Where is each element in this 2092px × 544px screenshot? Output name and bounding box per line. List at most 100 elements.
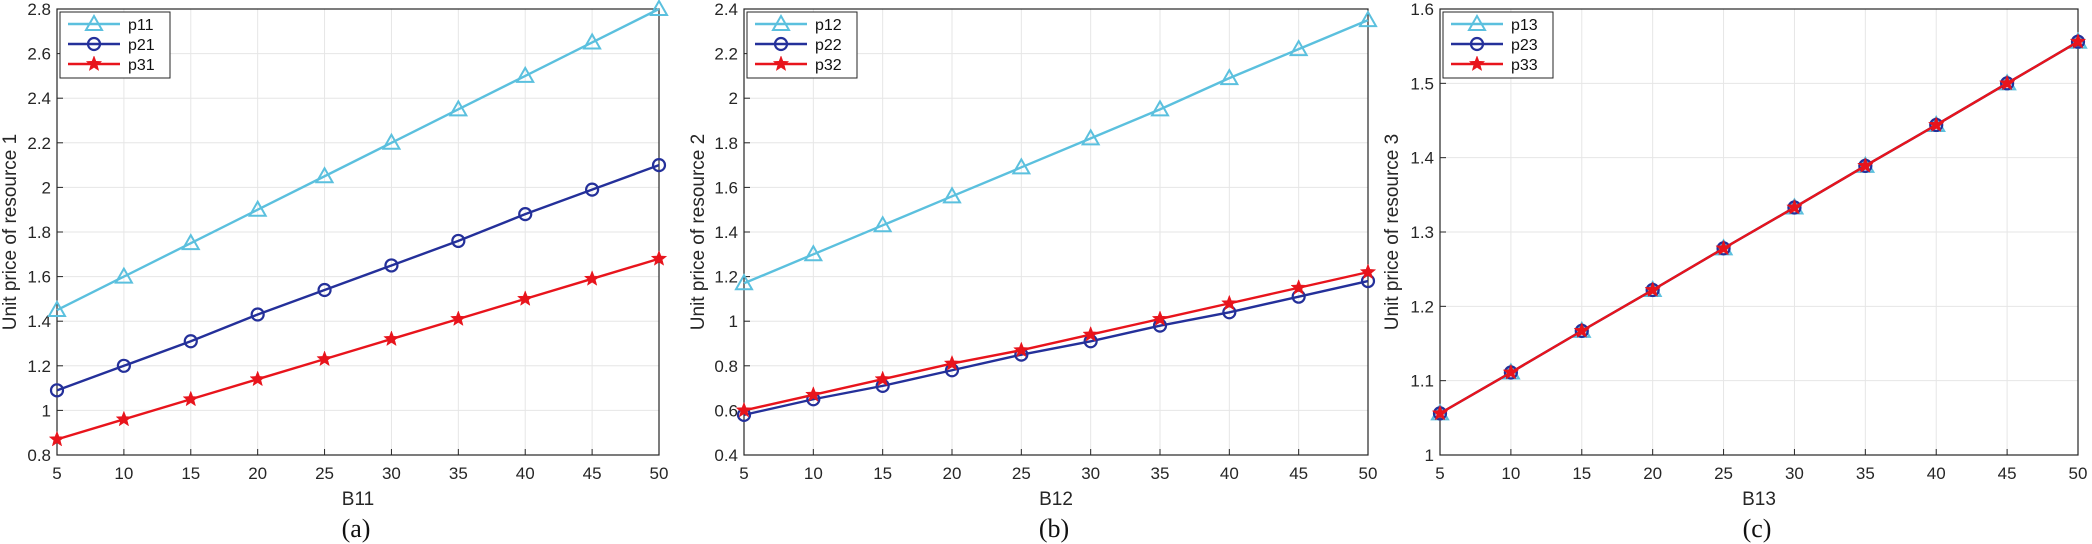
data-point-p32 xyxy=(943,354,961,371)
data-point-p12 xyxy=(942,186,962,204)
data-point-p31 xyxy=(182,390,200,407)
series-p33 xyxy=(1431,33,2087,421)
y-tick-label: 1 xyxy=(729,312,738,331)
data-point-p21 xyxy=(518,207,533,222)
y-axis-label: Unit price of resource 1 xyxy=(0,134,21,330)
data-point-p33 xyxy=(1927,116,1945,132)
x-tick-label: 10 xyxy=(1501,464,1520,483)
panel-caption: (a) xyxy=(342,514,371,543)
series-p11 xyxy=(47,0,669,318)
data-point-p31 xyxy=(316,350,333,367)
series-line-p21 xyxy=(56,163,660,392)
x-tick-label: 45 xyxy=(1289,464,1308,483)
series-p12 xyxy=(734,10,1378,291)
legend-label: p22 xyxy=(815,37,842,54)
legend-marker-p31 xyxy=(85,55,103,72)
series-line-p12 xyxy=(743,19,1369,285)
legend-label: p31 xyxy=(128,57,155,74)
x-tick-label: 30 xyxy=(1785,464,1804,483)
data-point-p11 xyxy=(314,166,335,184)
data-point-p33 xyxy=(1644,281,1661,298)
y-tick-label: 1.8 xyxy=(27,223,51,242)
y-axis-label: Unit price of resource 3 xyxy=(1382,134,1403,330)
panel-caption: (b) xyxy=(1039,514,1069,543)
series-line-p31 xyxy=(56,257,660,441)
x-tick-label: 30 xyxy=(382,464,401,483)
legend-label: p33 xyxy=(1511,57,1538,74)
x-tick-label: 40 xyxy=(1220,464,1239,483)
legend-marker-p21 xyxy=(86,36,102,52)
data-point-p32 xyxy=(1290,279,1307,295)
data-point-p12 xyxy=(1219,68,1240,86)
data-point-p21 xyxy=(651,158,667,173)
data-point-p33 xyxy=(1998,74,2016,91)
data-point-p32 xyxy=(735,401,753,418)
legend: p13 p23 p33 xyxy=(1442,11,1554,79)
y-tick-label: 2.4 xyxy=(27,89,51,108)
y-tick-label: 0.6 xyxy=(714,401,738,420)
data-point-p32 xyxy=(874,370,891,387)
y-tick-label: 1.2 xyxy=(27,357,51,376)
y-tick-label: 0.8 xyxy=(27,446,51,465)
x-tick-label: 50 xyxy=(1359,464,1378,483)
x-tick-label: 35 xyxy=(1856,464,1875,483)
y-tick-label: 1.4 xyxy=(27,312,51,331)
legend-marker-p23 xyxy=(1469,36,1485,52)
y-tick-label: 1.8 xyxy=(714,134,738,153)
data-point-p11 xyxy=(649,0,669,16)
y-tick-label: 2 xyxy=(729,89,738,108)
legend-label: p13 xyxy=(1511,17,1538,34)
x-tick-label: 30 xyxy=(1081,464,1100,483)
data-point-p33 xyxy=(1573,322,1591,338)
data-point-p11 xyxy=(515,65,535,83)
data-point-p21 xyxy=(451,233,466,249)
legend-marker-p22 xyxy=(773,36,789,52)
data-point-p32 xyxy=(805,386,822,402)
data-point-p21 xyxy=(250,307,265,322)
x-tick-label: 20 xyxy=(1643,464,1662,483)
legend-marker-p12 xyxy=(771,13,791,31)
data-point-p31 xyxy=(583,270,601,286)
legend: p11 p21 p31 xyxy=(59,11,171,79)
x-tick-label: 10 xyxy=(114,464,133,483)
data-point-p33 xyxy=(2069,33,2087,49)
data-point-p11 xyxy=(181,233,201,251)
data-point-p12 xyxy=(872,215,893,233)
x-tick-label: 5 xyxy=(739,464,748,483)
data-point-p33 xyxy=(1502,363,1520,380)
series-p32 xyxy=(735,263,1377,418)
data-point-p31 xyxy=(450,310,467,327)
data-point-p21 xyxy=(317,282,332,298)
data-point-p21 xyxy=(116,358,131,373)
y-tick-label: 1.1 xyxy=(1410,372,1434,391)
series-p21 xyxy=(49,158,667,398)
data-point-p32 xyxy=(1151,310,1169,327)
data-point-p12 xyxy=(803,244,824,262)
data-point-p31 xyxy=(48,430,66,447)
data-point-p12 xyxy=(734,273,754,291)
x-tick-label: 15 xyxy=(873,464,892,483)
data-point-p21 xyxy=(384,258,399,273)
series-p31 xyxy=(48,250,668,447)
x-axis-label: B13 xyxy=(1742,489,1776,510)
y-tick-label: 1.5 xyxy=(1410,74,1434,93)
y-tick-label: 2.2 xyxy=(27,134,51,153)
data-point-p33 xyxy=(1857,157,1874,173)
legend-label: p23 xyxy=(1511,37,1538,54)
y-tick-label: 1.6 xyxy=(714,178,738,197)
data-point-p11 xyxy=(448,99,469,117)
data-point-p32 xyxy=(1359,263,1377,280)
y-tick-label: 1.2 xyxy=(714,268,738,287)
x-axis-label: B12 xyxy=(1039,489,1073,510)
data-point-p31 xyxy=(516,290,534,306)
legend: p12 p22 p32 xyxy=(746,11,858,79)
data-point-p12 xyxy=(1150,99,1170,117)
x-tick-label: 35 xyxy=(1151,464,1170,483)
legend-marker-p32 xyxy=(772,55,790,72)
data-point-p11 xyxy=(47,300,67,318)
y-tick-label: 1 xyxy=(42,401,51,420)
x-tick-label: 45 xyxy=(1998,464,2017,483)
x-tick-label: 5 xyxy=(52,464,61,483)
y-axis-label: Unit price of resource 2 xyxy=(688,134,709,330)
